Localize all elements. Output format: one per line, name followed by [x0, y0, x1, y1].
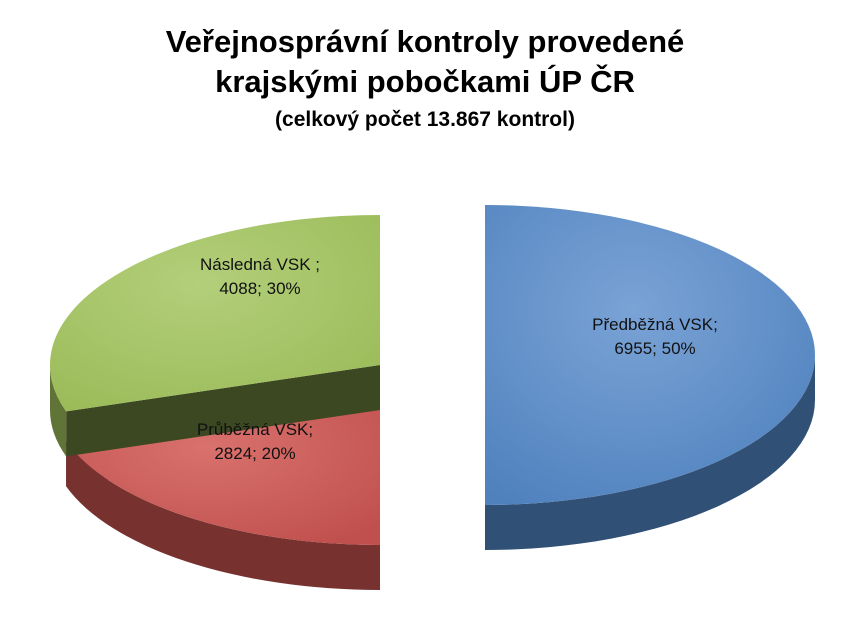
slice-label-3: Následná VSK ; 4088; 30% [200, 255, 320, 298]
slice-label-2: Průběžná VSK; 2824; 20% [197, 420, 313, 463]
slice-label-name: Průběžná VSK; [197, 420, 313, 439]
pie-slices [49, 205, 815, 590]
pie-slice-3 [49, 215, 381, 457]
pie-slice-wall-3 [50, 365, 67, 457]
slice-label-value: 6955; 50% [614, 339, 695, 358]
pie-slice-top-1 [485, 205, 815, 505]
slice-label-1: Předběžná VSK; 6955; 50% [592, 315, 718, 358]
pie-labels: Předběžná VSK; 6955; 50% Průběžná VSK; 2824… [197, 255, 718, 463]
pie-slice-wall-1 [485, 355, 815, 550]
slice-label-value: 4088; 30% [219, 279, 300, 298]
slice-label-value: 2824; 20% [214, 444, 295, 463]
pie-slice-wall-2 [66, 441, 380, 590]
chart-title-line-1: Veřejnosprávní kontroly provedené [165, 24, 685, 59]
slice-label-name: Následná VSK ; [200, 255, 320, 274]
chart-subtitle: (celkový počet 13.867 kontrol) [275, 108, 575, 131]
pie-slice-top-3 [49, 215, 381, 412]
pie-slice-1 [485, 205, 815, 550]
chart-title: Veřejnosprávní kontroly provedené krajsk… [0, 22, 850, 136]
pie-slice-face-3-1 [66, 365, 380, 457]
chart-title-line-2: krajskými pobočkami ÚP ČR [215, 64, 635, 99]
slice-label-name: Předběžná VSK; [592, 315, 718, 334]
